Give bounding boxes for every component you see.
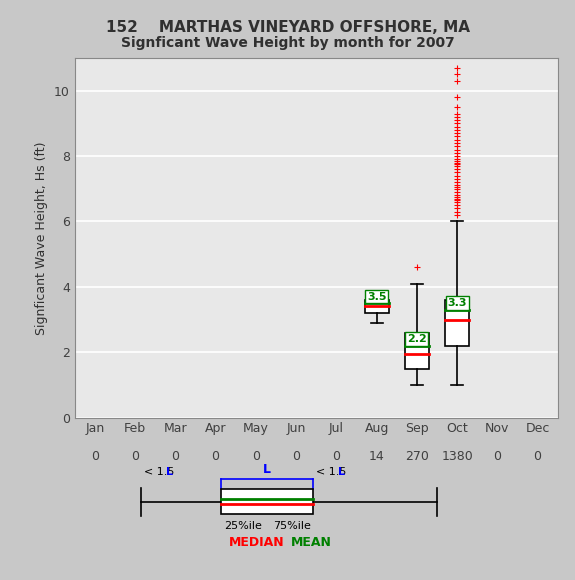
Text: MEDIAN: MEDIAN — [229, 536, 285, 549]
Text: 3.5: 3.5 — [367, 292, 386, 302]
Text: 152    MARTHAS VINEYARD OFFSHORE, MA: 152 MARTHAS VINEYARD OFFSHORE, MA — [105, 20, 470, 35]
Bar — [221, 489, 313, 514]
Text: 25%ile: 25%ile — [224, 521, 262, 531]
Text: L: L — [166, 467, 172, 477]
Bar — [405, 332, 429, 368]
Text: < 1.5: < 1.5 — [316, 467, 350, 477]
Text: 0: 0 — [332, 450, 340, 462]
Text: 0: 0 — [212, 450, 220, 462]
Text: 0: 0 — [131, 450, 139, 462]
Text: MEAN: MEAN — [290, 536, 331, 549]
Text: 1380: 1380 — [441, 450, 473, 462]
Text: 75%ile: 75%ile — [273, 521, 311, 531]
Text: L: L — [338, 467, 345, 477]
Text: < 1.5: < 1.5 — [144, 467, 178, 477]
Text: 0: 0 — [171, 450, 179, 462]
Text: 3.3: 3.3 — [447, 298, 467, 308]
Bar — [445, 300, 469, 346]
Text: 0: 0 — [252, 450, 260, 462]
Text: Signficant Wave Height by month for 2007: Signficant Wave Height by month for 2007 — [121, 36, 454, 50]
Y-axis label: Signficant Wave Height, Hs (ft): Signficant Wave Height, Hs (ft) — [36, 141, 48, 335]
Text: 0: 0 — [534, 450, 542, 462]
Text: 0: 0 — [91, 450, 99, 462]
Text: 2.2: 2.2 — [407, 334, 427, 344]
Bar — [365, 300, 389, 313]
Text: 14: 14 — [369, 450, 385, 462]
Text: L: L — [263, 463, 271, 476]
Text: 0: 0 — [493, 450, 501, 462]
Text: 0: 0 — [292, 450, 300, 462]
Text: 270: 270 — [405, 450, 429, 462]
